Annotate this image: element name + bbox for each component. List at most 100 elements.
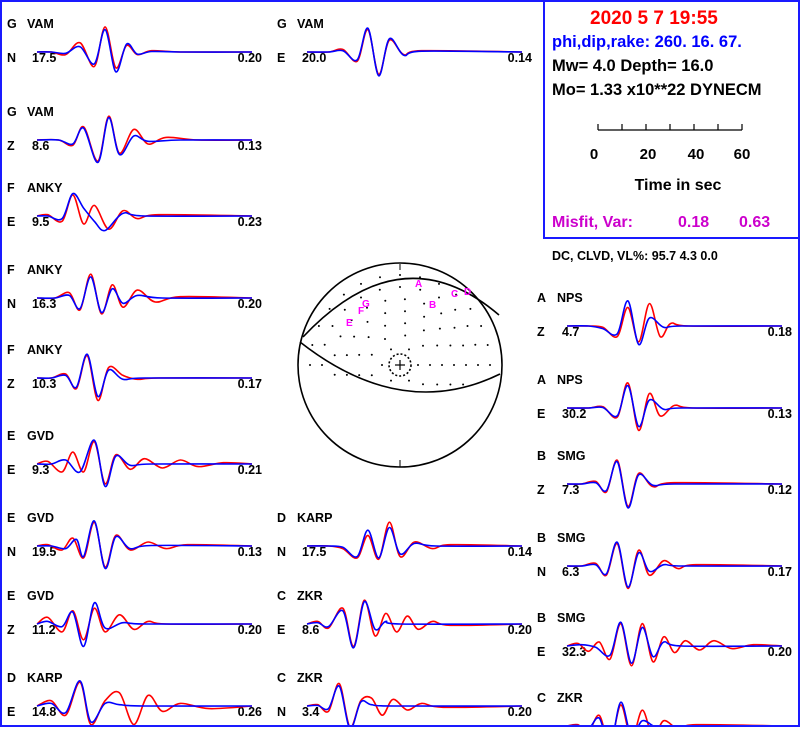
- pressure-dot: [342, 293, 345, 296]
- network-label: D: [7, 671, 16, 685]
- distance-value: 14.8: [32, 705, 56, 719]
- distance-value: 19.5: [32, 545, 56, 559]
- observed-waveform: [36, 681, 253, 726]
- observed-waveform: [566, 382, 783, 432]
- beachball-station-f: F: [358, 306, 364, 317]
- pressure-dot: [480, 325, 483, 327]
- pressure-dot: [345, 354, 348, 357]
- component-label: Z: [537, 483, 545, 497]
- distance-value: 10.3: [32, 377, 56, 391]
- amplitude-value: 0.13: [768, 407, 792, 421]
- distance-value: 16.3: [32, 297, 56, 311]
- station-label: SMG: [557, 449, 585, 463]
- pressure-dot: [438, 327, 441, 330]
- pressure-dot: [311, 344, 314, 346]
- pressure-dot: [381, 364, 383, 366]
- pressure-dot: [429, 364, 431, 366]
- synthetic-waveform: [36, 520, 253, 570]
- distance-value: 20.0: [302, 51, 326, 65]
- station-label: VAM: [27, 105, 54, 119]
- event-date: 2020 5 7 19:55: [590, 8, 718, 29]
- synthetic-waveform: [306, 526, 523, 559]
- network-label: C: [277, 589, 286, 603]
- pressure-dot: [422, 383, 424, 386]
- pressure-dot: [399, 274, 401, 276]
- network-label: A: [537, 291, 546, 305]
- pressure-dot: [321, 364, 323, 366]
- synthetic-waveform: [566, 701, 783, 730]
- station-label: ANKY: [27, 343, 63, 357]
- network-label: C: [537, 691, 546, 705]
- component-label: N: [277, 705, 286, 719]
- amplitude-value: 0.20: [508, 623, 532, 637]
- observed-waveform: [566, 302, 783, 343]
- trace-karp-e: D KARP E 14.8 0.26: [7, 671, 262, 726]
- amplitude-value: 0.14: [508, 545, 532, 559]
- pressure-dot: [419, 276, 421, 279]
- pressure-dot: [404, 310, 406, 313]
- solution-info-box: 2020 5 7 19:55 phi,dip,rake: 260. 16. 67…: [543, 0, 800, 239]
- pressure-dot: [360, 282, 362, 285]
- pressure-dot: [404, 334, 407, 337]
- pressure-dot: [436, 344, 439, 347]
- station-label: SMG: [557, 531, 585, 545]
- pressure-dot: [423, 315, 426, 318]
- time-tick-60: 60: [734, 146, 751, 163]
- network-label: F: [7, 263, 15, 277]
- amplitude-value: 0.13: [238, 139, 262, 153]
- time-tick-40: 40: [688, 146, 705, 163]
- moment-line: Mo= 1.33 x10**22 DYNECM: [552, 81, 762, 99]
- trace-zkr-z: CZKRZ5.50.18: [537, 691, 792, 730]
- pressure-dot: [404, 322, 407, 325]
- pressure-dot: [328, 307, 331, 310]
- pressure-dot: [436, 383, 439, 386]
- pressure-dot: [422, 329, 425, 332]
- station-label: ZKR: [297, 671, 323, 685]
- synthetic-waveform: [36, 28, 253, 73]
- component-label: Z: [537, 325, 545, 339]
- amplitude-value: 0.20: [238, 297, 262, 311]
- station-label: SMG: [557, 611, 585, 625]
- observed-waveform: [36, 607, 253, 641]
- beachball-station-a: A: [415, 279, 422, 290]
- time-tick-0: 0: [590, 146, 598, 163]
- pressure-dot: [462, 383, 465, 386]
- amplitude-value: 0.17: [768, 565, 792, 579]
- pressure-dot: [449, 344, 452, 347]
- observed-waveform: [306, 599, 523, 648]
- pressure-dot: [339, 335, 342, 338]
- amplitude-value: 0.20: [768, 645, 792, 659]
- trace-gvd-n: E GVD N 19.5 0.13: [7, 511, 262, 570]
- time-tick-20: 20: [640, 146, 657, 163]
- dc-clvd-line: DC, CLVD, VL%: 95.7 4.3 0.0: [552, 249, 718, 263]
- network-label: B: [537, 531, 546, 545]
- trace-vam-n: G VAM N 17.5 0.20: [7, 17, 262, 73]
- distance-value: 11.2: [32, 623, 56, 637]
- pressure-dot: [370, 374, 373, 377]
- distance-value: 9.5: [32, 215, 49, 229]
- trace-smg-z: B SMG Z 7.3 0.12: [537, 449, 792, 509]
- pressure-dot: [333, 354, 336, 357]
- trace-karp-n: D KARP N 17.5 0.14: [277, 511, 532, 561]
- station-label: NPS: [557, 291, 583, 305]
- nodal-plane-2: [299, 341, 501, 393]
- synthetic-waveform: [566, 541, 783, 588]
- component-label: N: [7, 545, 16, 559]
- network-label: G: [7, 105, 17, 119]
- mechanism-line: phi,dip,rake: 260. 16. 67.: [552, 33, 742, 51]
- pressure-dot: [366, 320, 369, 323]
- component-label: N: [7, 51, 16, 65]
- distance-value: 30.2: [562, 407, 586, 421]
- trace-vam-z: G VAM Z 8.6 0.13: [7, 105, 262, 164]
- pressure-dot: [317, 325, 320, 327]
- network-label: D: [277, 511, 286, 525]
- pressure-dot: [378, 288, 381, 291]
- amplitude-value: 0.20: [508, 705, 532, 719]
- observed-waveform: [36, 273, 253, 315]
- trace-nps-z: A NPS Z 4.7 0.18: [537, 291, 792, 346]
- pressure-dot: [358, 353, 361, 356]
- amplitude-value: 0.13: [238, 545, 262, 559]
- pressure-dot: [350, 319, 353, 322]
- component-label: E: [537, 645, 545, 659]
